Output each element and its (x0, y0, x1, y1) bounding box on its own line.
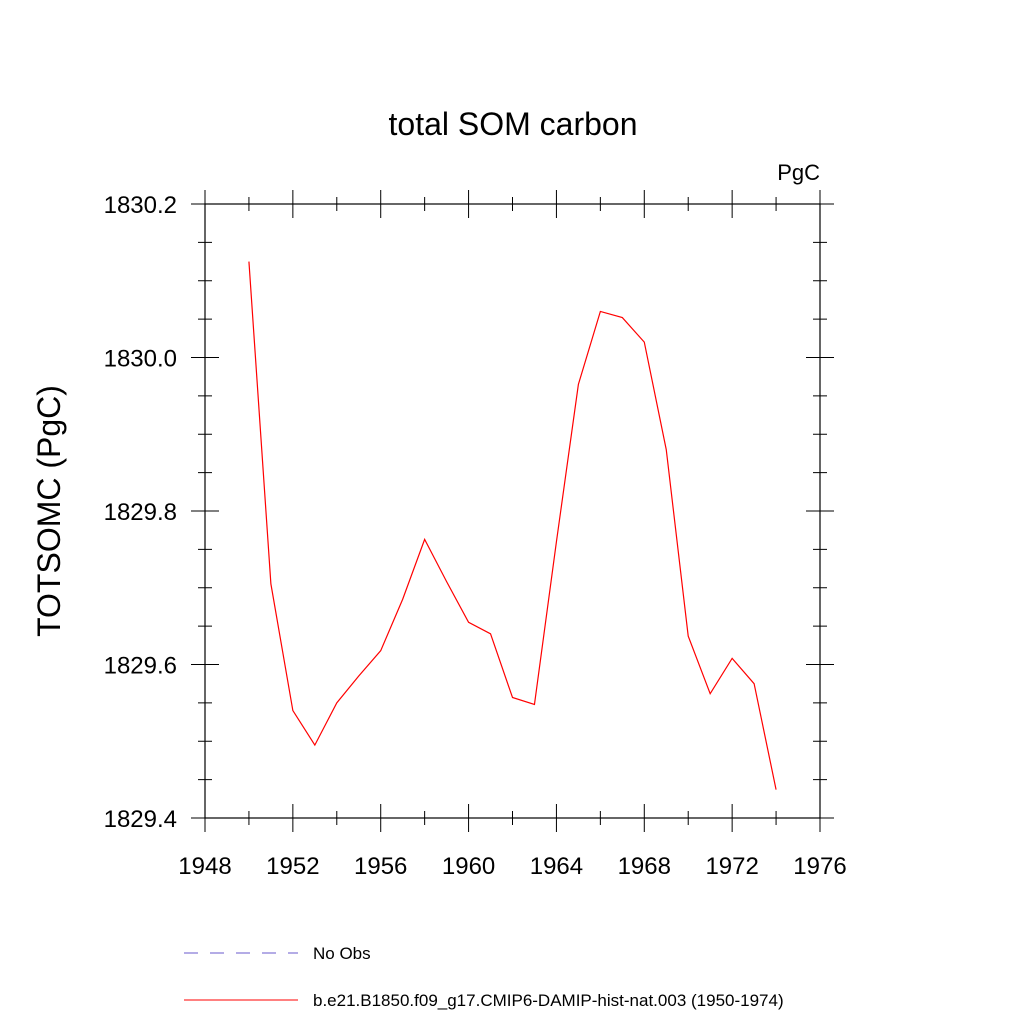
y-tick-label: 1830.0 (104, 346, 177, 373)
y-tick-label: 1829.4 (104, 806, 177, 833)
chart-title: total SOM carbon (389, 106, 638, 142)
legend: No Obs b.e21.B1850.f09_g17.CMIP6-DAMIP-hi… (184, 944, 784, 1010)
x-tick-label: 1976 (793, 853, 846, 880)
x-tick-label: 1952 (266, 853, 319, 880)
series-layer (248, 261, 777, 790)
plot-frame (204, 203, 821, 819)
x-tick-label: 1948 (178, 853, 231, 880)
x-tick-label: 1968 (618, 853, 671, 880)
legend-label: No Obs (313, 944, 371, 963)
legend-label: b.e21.B1850.f09_g17.CMIP6-DAMIP-hist-nat… (313, 991, 784, 1010)
x-tick-label: 1956 (354, 853, 407, 880)
x-tick-labels: 1948 1952 1956 1960 1964 1968 1972 1976 (178, 853, 846, 880)
x-tick-label: 1972 (705, 853, 758, 880)
y-tick-label: 1830.2 (104, 192, 177, 219)
y-tick-labels: 1829.4 1829.6 1829.8 1830.0 1830.2 (104, 192, 177, 833)
x-tick-label: 1960 (442, 853, 495, 880)
axis-ticks (191, 190, 834, 832)
x-tick-label: 1964 (530, 853, 583, 880)
y-tick-label: 1829.6 (104, 653, 177, 680)
series-line (248, 261, 777, 790)
y-tick-label: 1829.8 (104, 499, 177, 526)
y-axis-label: TOTSOMC (PgC) (31, 385, 67, 637)
units-label: PgC (777, 160, 820, 185)
